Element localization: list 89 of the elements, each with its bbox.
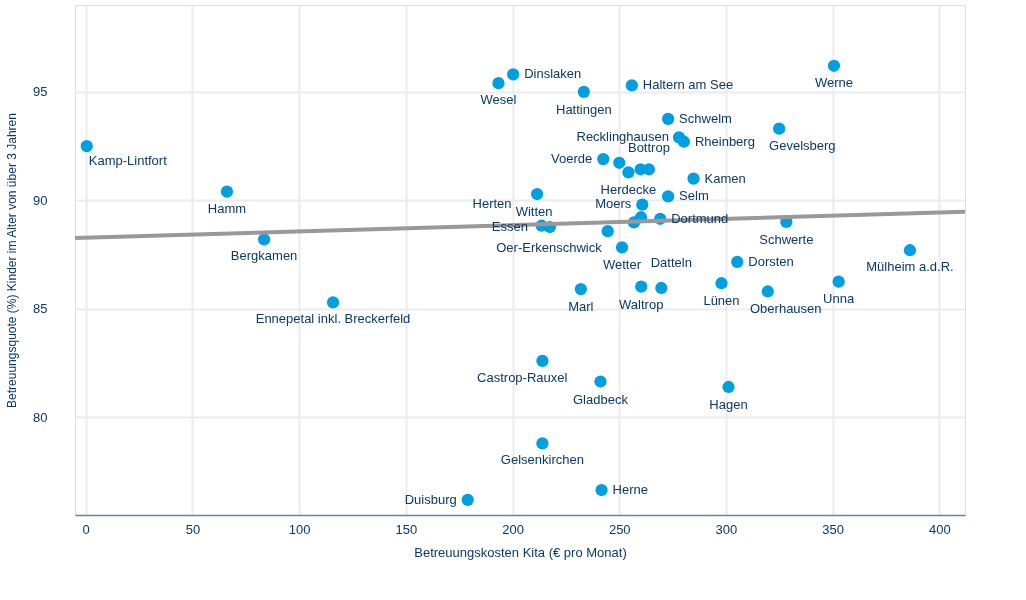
point bbox=[622, 166, 635, 179]
x-tick-label: 0 bbox=[82, 521, 90, 537]
point bbox=[655, 281, 668, 295]
point bbox=[662, 112, 675, 126]
annotation: Herten bbox=[472, 195, 512, 211]
annotation: Kamen bbox=[704, 170, 746, 186]
annotation: Datteln bbox=[650, 255, 692, 270]
annotation: Schwelm bbox=[679, 110, 732, 126]
annotation: Bergkamen bbox=[230, 248, 298, 264]
point bbox=[625, 79, 638, 92]
y-tick-label: 95 bbox=[33, 84, 48, 100]
point bbox=[536, 437, 549, 450]
point bbox=[492, 77, 505, 90]
x-tick-label: 400 bbox=[929, 521, 951, 537]
annotation: Schwerte bbox=[759, 231, 814, 247]
point bbox=[577, 85, 590, 98]
annotation: Gladbeck bbox=[573, 391, 629, 407]
annotation: Selm bbox=[679, 188, 709, 204]
annotation: Oberhausen bbox=[750, 301, 822, 317]
annotation: Hamm bbox=[207, 200, 247, 216]
point bbox=[642, 163, 656, 176]
point bbox=[635, 280, 648, 293]
annotation: Ennepetal inkl. Breckerfeld bbox=[255, 311, 411, 327]
point bbox=[613, 156, 626, 169]
point bbox=[722, 380, 735, 394]
point bbox=[903, 244, 917, 257]
annotation: Marl bbox=[568, 299, 594, 315]
x-tick-label: 200 bbox=[502, 521, 524, 537]
x-tick-label: 250 bbox=[608, 521, 631, 537]
y-axis-title: Betreuungsquote (%) Kinder im Alter von über 3 Jahren bbox=[5, 113, 20, 408]
annotation: Witten bbox=[515, 204, 553, 220]
point bbox=[827, 59, 841, 72]
point bbox=[601, 225, 614, 238]
point bbox=[761, 285, 774, 298]
y-tick-label: 85 bbox=[33, 301, 48, 317]
annotation: Unna bbox=[823, 290, 855, 306]
point bbox=[731, 255, 744, 269]
point bbox=[662, 190, 675, 203]
annotation: Herdecke bbox=[600, 182, 657, 198]
annotation: Moers bbox=[595, 195, 632, 211]
annotation: Oer-Erkenschwick bbox=[496, 240, 603, 256]
point bbox=[574, 282, 587, 296]
y-tick-label: 90 bbox=[33, 192, 48, 208]
annotation: Hagen bbox=[709, 396, 748, 412]
point bbox=[832, 275, 845, 288]
annotation: Castrop-Rauxel bbox=[477, 369, 568, 385]
point bbox=[507, 68, 520, 81]
annotation: Werne bbox=[814, 74, 853, 90]
x-tick-label: 50 bbox=[185, 521, 201, 537]
point bbox=[597, 152, 610, 166]
annotation: Wesel bbox=[480, 92, 517, 108]
point bbox=[595, 483, 608, 497]
annotation: Gevelsberg bbox=[769, 137, 836, 153]
annotation: Mülheim a.d.R. bbox=[866, 259, 954, 275]
point bbox=[615, 241, 629, 254]
annotation: Haltern am See bbox=[642, 77, 734, 93]
x-axis-title: Betreuungskosten Kita (€ pro Monat) bbox=[414, 544, 627, 560]
y-tick-label: 80 bbox=[33, 409, 48, 425]
point bbox=[687, 172, 700, 185]
annotation: Hattingen bbox=[555, 101, 612, 117]
x-tick-label: 100 bbox=[288, 521, 311, 537]
annotation: Voerde bbox=[551, 151, 593, 167]
point bbox=[80, 139, 93, 153]
annotation: Dorsten bbox=[748, 253, 794, 269]
point bbox=[326, 296, 340, 309]
annotation: Lünen bbox=[703, 293, 740, 309]
annotation: Dortmund bbox=[671, 210, 729, 226]
point bbox=[594, 375, 607, 388]
point bbox=[220, 185, 234, 198]
point bbox=[772, 122, 786, 135]
x-tick-label: 150 bbox=[395, 521, 418, 537]
annotation: Duisburg bbox=[404, 491, 457, 507]
point bbox=[530, 187, 544, 201]
annotation: Gelsenkirchen bbox=[500, 452, 584, 468]
point bbox=[715, 277, 728, 290]
annotation: Dinslaken bbox=[524, 66, 582, 82]
annotation: Wetter bbox=[602, 257, 642, 273]
annotation: Essen bbox=[491, 219, 528, 235]
annotation: Rheinberg bbox=[694, 133, 755, 149]
annotation: Waltrop bbox=[619, 296, 664, 312]
annotation: Kamp-Lintfort bbox=[88, 153, 168, 169]
point bbox=[677, 135, 691, 148]
x-tick-label: 300 bbox=[715, 521, 738, 537]
point bbox=[461, 493, 474, 506]
point bbox=[536, 354, 549, 368]
annotation: Herne bbox=[612, 482, 648, 498]
x-tick-label: 350 bbox=[822, 521, 845, 537]
point bbox=[636, 198, 649, 211]
point bbox=[257, 233, 271, 246]
